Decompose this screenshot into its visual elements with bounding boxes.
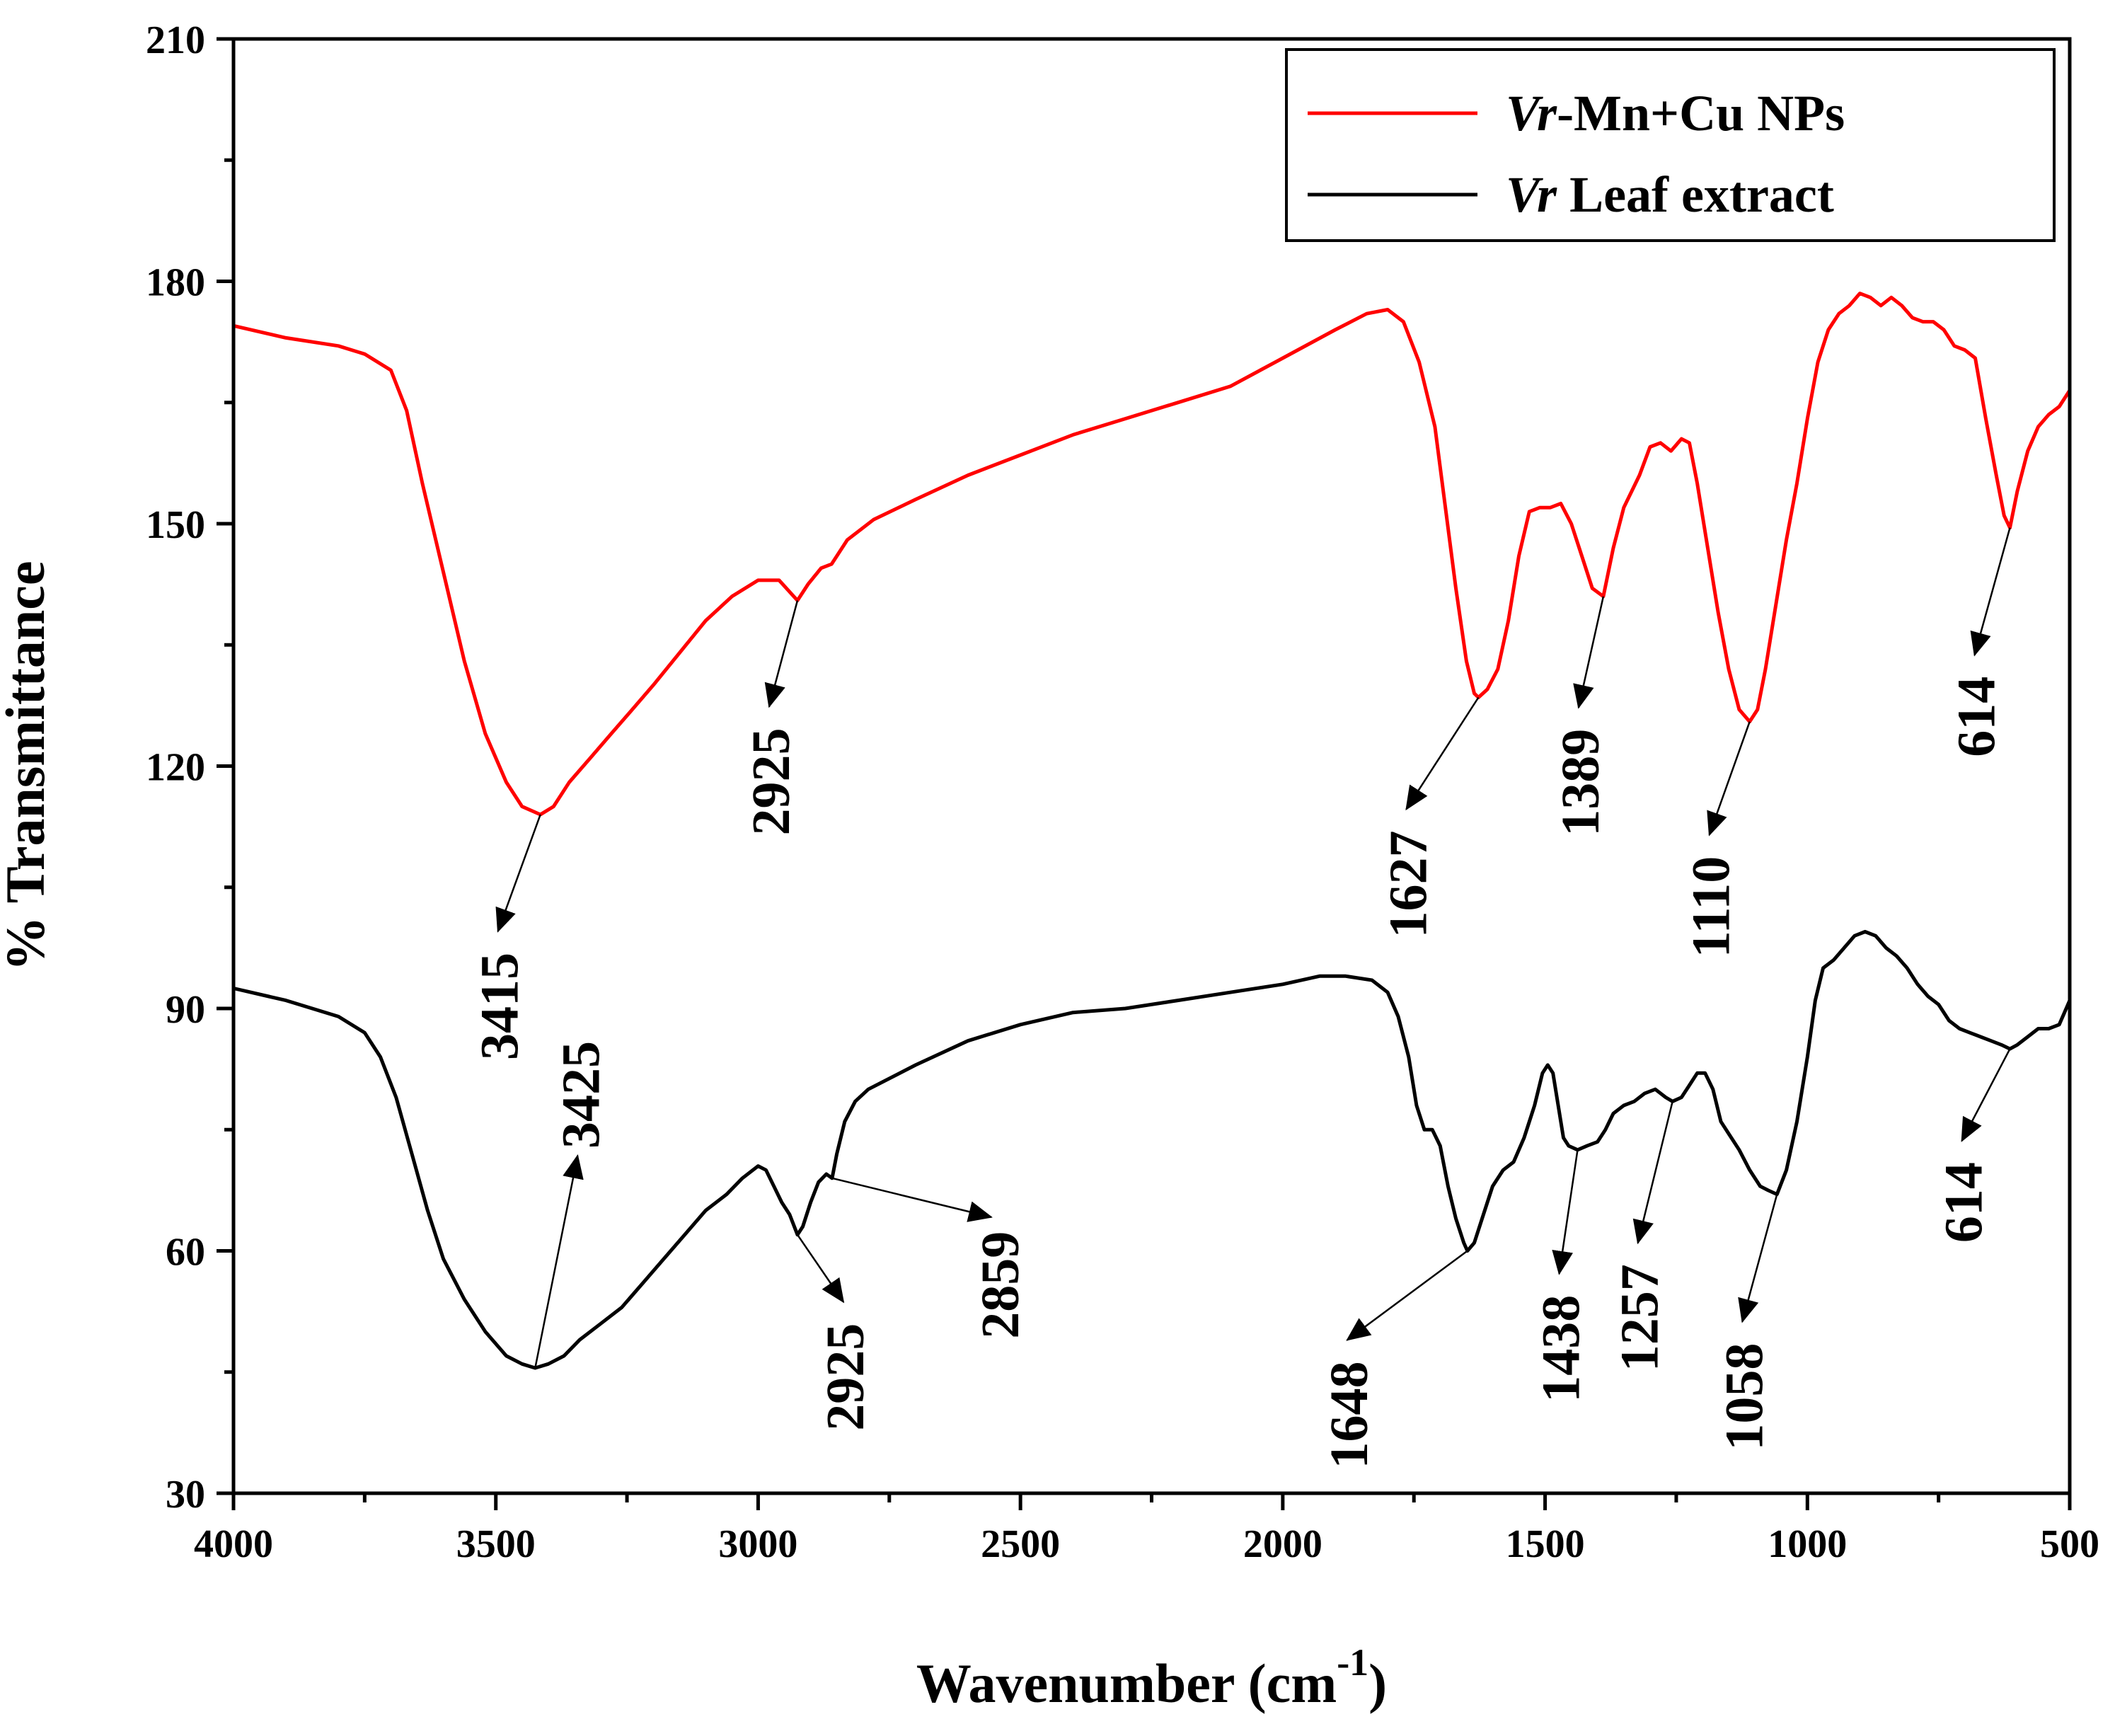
y-tick-label: 60 xyxy=(166,1231,205,1275)
series-line-leaf-extract xyxy=(233,930,2072,1370)
x-tick-label: 2000 xyxy=(1243,1522,1322,1566)
annotation-arrow-614 xyxy=(1970,527,2011,657)
annotation-label-1627: 1627 xyxy=(1378,831,1438,938)
x-tick-label: 4000 xyxy=(194,1522,273,1566)
annotation-label-1257: 1257 xyxy=(1610,1264,1670,1372)
annotation-arrow-1627 xyxy=(1405,696,1480,811)
annotation-label-2859: 2859 xyxy=(971,1231,1030,1339)
annotation-label-1389: 1389 xyxy=(1551,729,1610,837)
annotation-label-614: 614 xyxy=(1947,677,2007,757)
series-line-nps xyxy=(233,292,2072,817)
annotation-label-1648: 1648 xyxy=(1320,1362,1379,1469)
annotation-arrow-2925 xyxy=(764,600,799,708)
annotation-arrow-1438 xyxy=(1552,1149,1579,1275)
legend-label-nps: Vr-Mn+Cu NPs xyxy=(1506,85,1845,142)
tick-layer: 4000 3500 3000 2500 2000 1500 1000 500 30 60 90 120… xyxy=(146,18,2099,1566)
y-tick-label: 210 xyxy=(146,18,205,62)
annotation-arrow-1648 xyxy=(1346,1250,1468,1341)
x-axis-title-superscript: -1 xyxy=(1337,1641,1368,1684)
legend-label-leaf-prefix: Vr xyxy=(1506,166,1557,223)
annotation-layer: 3415 2925 1627 1389 1110 614 3425 2925 2859 1648 1… xyxy=(471,527,2011,1469)
annotation-label-2925: 2925 xyxy=(816,1323,875,1431)
y-tick-label: 180 xyxy=(146,261,205,305)
x-tick-label: 3000 xyxy=(718,1522,797,1566)
legend-box xyxy=(1285,48,2056,242)
annotation-label-1058: 1058 xyxy=(1715,1343,1774,1451)
annotation-arrow-3425 xyxy=(534,1154,584,1369)
x-tick-label: 2500 xyxy=(981,1522,1060,1566)
annotation-label-3425: 3425 xyxy=(551,1041,611,1149)
annotation-arrow-1257 xyxy=(1632,1101,1673,1245)
annotation-arrow-1058 xyxy=(1738,1194,1778,1323)
annotation-label-1438: 1438 xyxy=(1532,1295,1591,1403)
y-tick-label: 120 xyxy=(146,746,205,790)
x-tick-label: 1000 xyxy=(1768,1522,1847,1566)
x-axis-title-main: Wavenumber (cm xyxy=(916,1652,1337,1714)
annotation-arrow-3415 xyxy=(495,814,541,933)
y-axis-title: % Transmittance xyxy=(0,561,56,972)
legend-label-nps-prefix: Vr xyxy=(1506,85,1557,142)
annotation-label-3415: 3415 xyxy=(471,953,530,1060)
annotation-arrow-1389 xyxy=(1573,596,1605,709)
y-tick-label: 90 xyxy=(166,988,205,1032)
x-tick-label: 3500 xyxy=(456,1522,536,1566)
legend-label-leaf-suffix: Leaf extract xyxy=(1557,166,1834,223)
series-layer xyxy=(233,292,2072,1370)
annotation-arrow-2925 xyxy=(796,1234,845,1304)
annotation-arrow-2859 xyxy=(831,1177,993,1222)
plot-frame xyxy=(231,37,2072,1495)
legend: Vr-Mn+Cu NPs Vr Leaf extract xyxy=(1285,48,2056,242)
x-axis-title: Wavenumber (cm-1) xyxy=(916,1641,1387,1714)
y-tick-label: 150 xyxy=(146,503,205,547)
x-tick-label: 500 xyxy=(2040,1522,2099,1566)
annotation-label-2925: 2925 xyxy=(742,728,801,836)
annotation-label-1110: 1110 xyxy=(1682,856,1741,958)
annotation-arrow-1110 xyxy=(1707,721,1751,837)
annotation-arrow-614 xyxy=(1961,1048,2011,1142)
x-axis-title-close: ) xyxy=(1368,1652,1387,1714)
legend-label-leaf: Vr Leaf extract xyxy=(1506,166,1834,223)
y-tick-label: 30 xyxy=(166,1473,205,1517)
x-tick-label: 1500 xyxy=(1506,1522,1585,1566)
annotation-label-614: 614 xyxy=(1935,1162,1994,1243)
legend-label-nps-suffix: -Mn+Cu NPs xyxy=(1557,85,1845,142)
